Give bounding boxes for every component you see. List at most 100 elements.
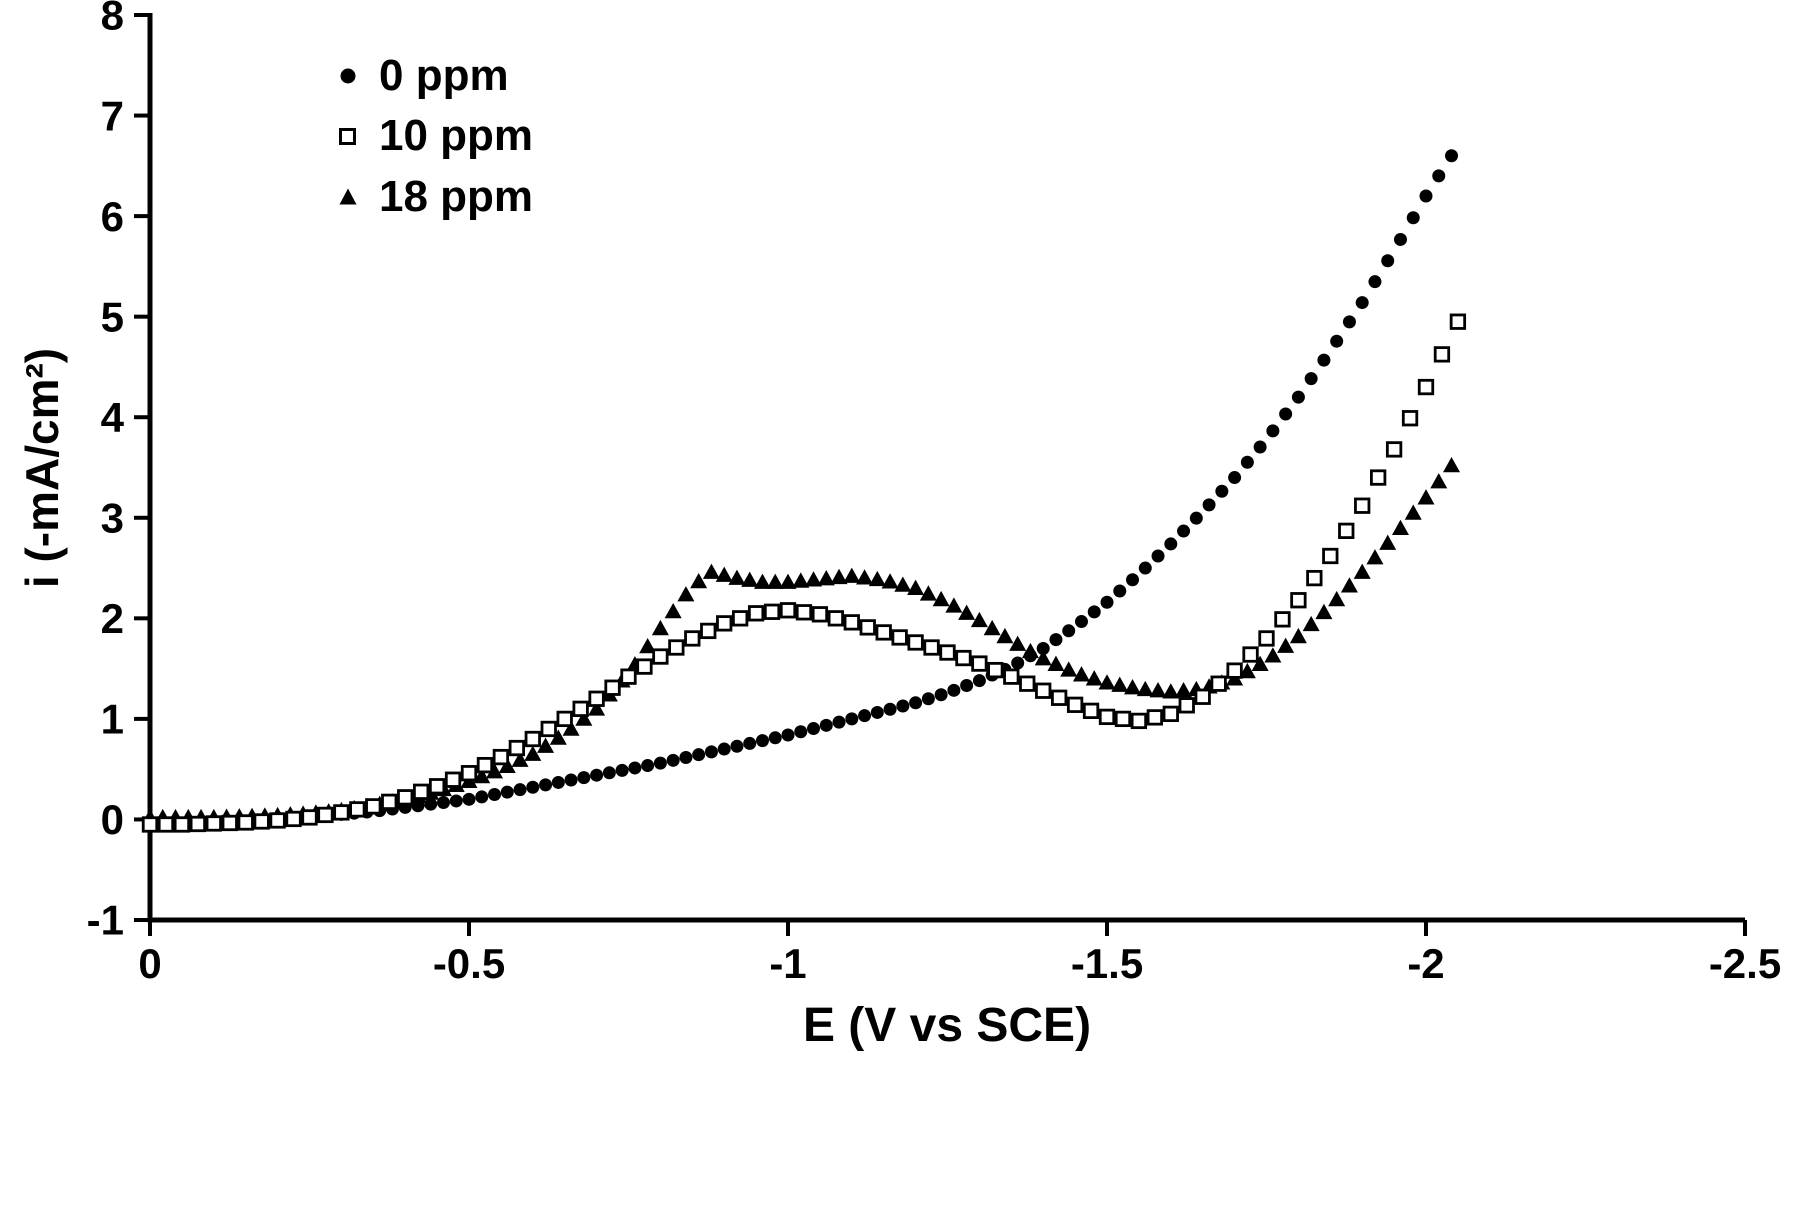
marker-18ppm — [1072, 666, 1090, 682]
marker-18ppm — [537, 737, 555, 753]
marker-0ppm — [1126, 573, 1140, 587]
marker-0ppm — [1393, 232, 1407, 246]
marker-10ppm — [1178, 697, 1195, 714]
marker-10ppm — [684, 630, 701, 647]
x-tick-label: 0 — [138, 940, 161, 987]
marker-0ppm — [883, 702, 897, 716]
open-square-icon — [335, 125, 361, 149]
marker-10ppm — [572, 700, 589, 717]
marker-0ppm — [832, 715, 846, 729]
marker-18ppm — [766, 573, 784, 589]
marker-0ppm — [921, 692, 935, 706]
marker-10ppm — [1194, 688, 1211, 705]
marker-18ppm — [1328, 590, 1346, 607]
marker-18ppm — [1315, 603, 1333, 620]
marker-18ppm — [1289, 627, 1307, 644]
marker-0ppm — [1432, 169, 1446, 183]
marker-10ppm — [381, 793, 398, 810]
marker-18ppm — [830, 568, 848, 585]
marker-18ppm — [664, 602, 682, 619]
marker-0ppm — [564, 773, 578, 787]
marker-0ppm — [1445, 149, 1459, 163]
marker-0ppm — [449, 794, 463, 808]
marker-0ppm — [947, 683, 961, 697]
marker-10ppm — [349, 801, 366, 818]
y-tick-label: 5 — [101, 293, 124, 340]
marker-18ppm — [856, 569, 874, 585]
marker-18ppm — [970, 611, 988, 628]
marker-18ppm — [894, 576, 912, 592]
marker-0ppm — [845, 712, 859, 726]
marker-10ppm — [301, 809, 318, 826]
marker-10ppm — [492, 748, 510, 766]
marker-0ppm — [781, 728, 795, 742]
marker-0ppm — [819, 718, 833, 732]
marker-0ppm — [1228, 471, 1242, 485]
marker-18ppm — [728, 569, 746, 585]
marker-0ppm — [1036, 642, 1050, 655]
marker-10ppm — [1258, 630, 1275, 647]
marker-18ppm — [741, 571, 759, 587]
y-tick-label: 0 — [101, 796, 124, 843]
marker-0ppm — [602, 766, 616, 780]
marker-0ppm — [488, 788, 502, 802]
marker-0ppm — [436, 796, 450, 810]
x-tick-label: -1 — [769, 940, 806, 987]
marker-10ppm — [1274, 611, 1291, 628]
marker-10ppm — [1003, 668, 1020, 685]
marker-10ppm — [397, 789, 414, 806]
marker-0ppm — [628, 761, 642, 775]
marker-0ppm — [1011, 656, 1025, 670]
marker-18ppm — [983, 619, 1001, 636]
y-tick-label: -1 — [87, 897, 124, 944]
marker-0ppm — [704, 745, 718, 759]
marker-18ppm — [1353, 563, 1371, 579]
marker-10ppm — [1051, 689, 1068, 706]
marker-10ppm — [955, 649, 972, 667]
marker-10ppm — [747, 605, 765, 622]
marker-10ppm — [253, 813, 270, 830]
marker-18ppm — [1175, 682, 1193, 698]
y-tick-label: 1 — [101, 696, 124, 743]
marker-10ppm — [1146, 709, 1163, 726]
marker-0ppm — [909, 696, 923, 710]
x-tick-label: -2.5 — [1709, 940, 1781, 987]
marker-18ppm — [1021, 642, 1039, 659]
x-tick-label: -1.5 — [1071, 940, 1143, 987]
marker-0ppm — [1355, 296, 1369, 310]
marker-18ppm — [473, 767, 491, 784]
marker-0ppm — [577, 771, 591, 785]
marker-18ppm — [651, 619, 669, 636]
marker-18ppm — [1162, 683, 1180, 699]
marker-10ppm — [1082, 702, 1100, 719]
marker-10ppm — [604, 679, 621, 696]
marker-18ppm — [511, 751, 529, 767]
marker-10ppm — [827, 610, 844, 627]
marker-0ppm — [1113, 584, 1127, 598]
legend-label-10ppm: 10 ppm — [379, 111, 534, 161]
marker-10ppm — [508, 739, 526, 757]
marker-10ppm — [875, 624, 892, 641]
marker-10ppm — [763, 603, 781, 620]
marker-0ppm — [1087, 605, 1101, 619]
marker-18ppm — [562, 720, 580, 736]
marker-0ppm — [1304, 372, 1318, 386]
marker-10ppm — [939, 644, 956, 661]
marker-0ppm — [615, 763, 629, 777]
marker-10ppm — [1162, 705, 1179, 723]
marker-0ppm — [743, 736, 757, 750]
marker-18ppm — [945, 597, 963, 613]
y-tick-label: 2 — [101, 595, 124, 642]
marker-0ppm — [858, 709, 872, 723]
marker-18ppm — [881, 573, 899, 589]
marker-0ppm — [1279, 407, 1293, 421]
marker-10ppm — [1338, 522, 1355, 539]
marker-10ppm — [1226, 662, 1243, 679]
marker-0ppm — [730, 739, 744, 753]
marker-0ppm — [755, 734, 769, 748]
legend-item-10ppm: 10 ppm — [335, 111, 534, 161]
marker-10ppm — [987, 661, 1004, 679]
marker-10ppm — [1066, 696, 1084, 713]
marker-18ppm — [677, 586, 695, 602]
marker-18ppm — [575, 710, 593, 726]
